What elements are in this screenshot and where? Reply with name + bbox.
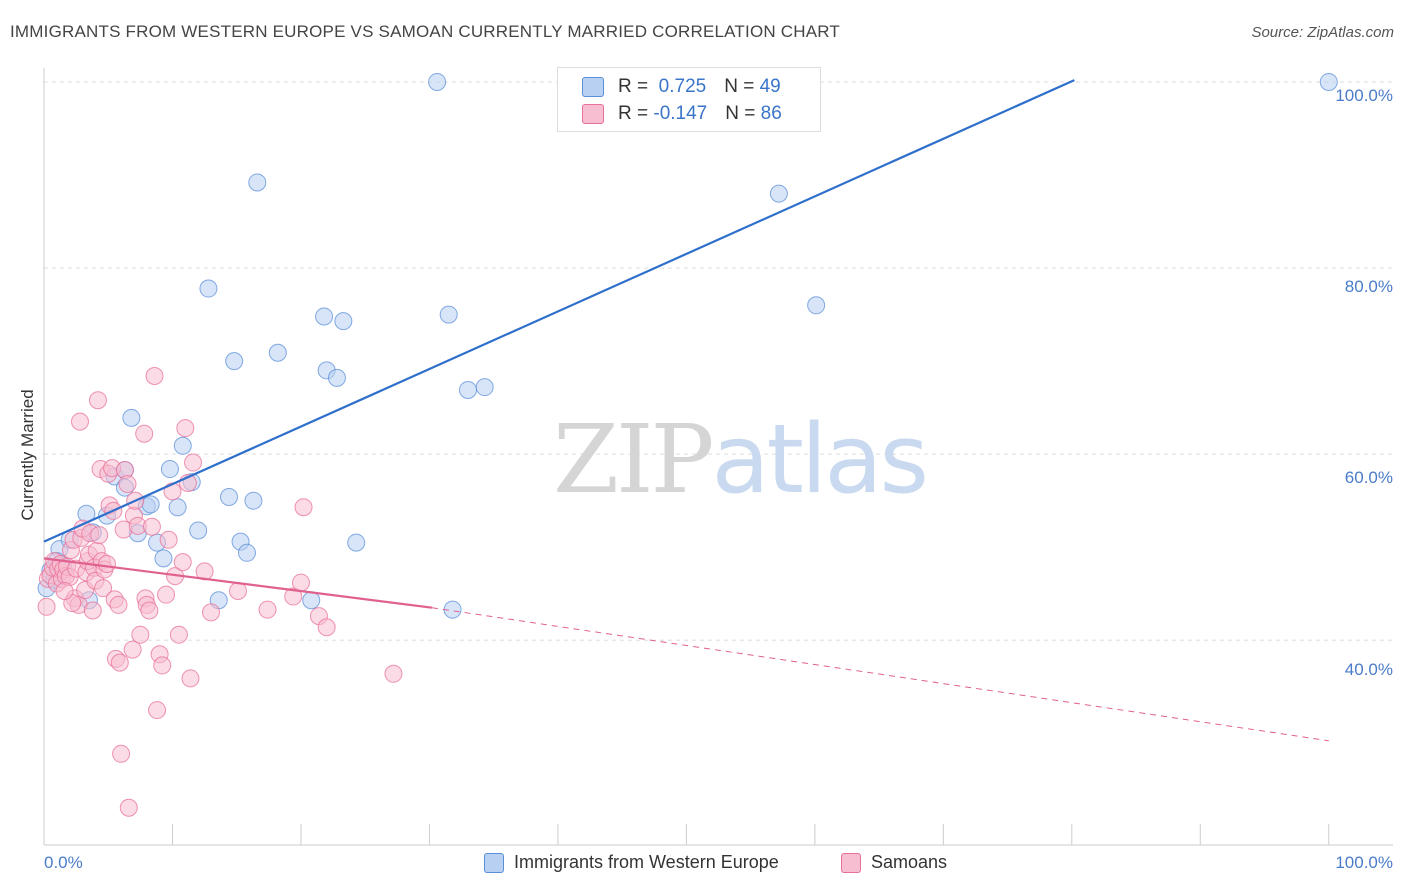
y-tick-label-40: 40.0%: [1344, 660, 1393, 679]
pink-point: [294, 498, 313, 517]
blue-point: [475, 378, 494, 397]
pink-trend-line-dashed: [431, 607, 1329, 742]
legend-item-samoans: Samoans: [841, 852, 947, 873]
blue-point: [428, 72, 447, 91]
watermark: ZIPatlas: [553, 405, 929, 515]
blue-point: [807, 296, 826, 315]
correlation-legend: R = 0.725 N = 49 R = -0.147 N = 86: [557, 67, 821, 132]
pink-point: [112, 744, 131, 763]
blue-point: [458, 380, 477, 399]
pink-point: [148, 701, 167, 720]
pink-point: [258, 600, 277, 619]
y-tick-label-60: 60.0%: [1344, 468, 1393, 487]
pink-point: [317, 618, 336, 637]
blue-point: [168, 498, 187, 517]
legend-label: Samoans: [871, 852, 948, 872]
legend-item-western-europe: Immigrants from Western Europe: [484, 852, 779, 873]
pink-point: [169, 625, 188, 644]
pink-point: [384, 664, 403, 683]
blue-point: [199, 279, 218, 298]
blue-point: [225, 352, 244, 371]
blue-point: [439, 305, 458, 324]
pink-point: [140, 601, 159, 620]
legend-row-blue: R = 0.725 N = 49: [582, 76, 781, 98]
blue-point: [248, 173, 267, 192]
blue-point: [334, 312, 353, 331]
source-label: Source: ZipAtlas.com: [1251, 24, 1394, 41]
pink-point: [291, 573, 310, 592]
pink-point: [176, 419, 195, 438]
blue-trend-line: [43, 79, 1075, 543]
pink-point: [70, 412, 89, 431]
blue-point: [237, 543, 256, 562]
chart-title: IMMIGRANTS FROM WESTERN EUROPE VS SAMOAN…: [10, 22, 841, 41]
blue-point: [268, 343, 287, 362]
pink-point: [37, 597, 56, 616]
pink-trend-line: [43, 557, 433, 609]
n-value: 86: [760, 103, 782, 124]
pink-point: [55, 581, 74, 600]
y-tick-label-80: 80.0%: [1344, 277, 1393, 296]
pink-point: [181, 669, 200, 688]
pink-point: [90, 526, 109, 545]
pink-point: [195, 562, 214, 581]
legend-swatch-pink: [582, 104, 604, 124]
y-tick-label-100: 100.0%: [1335, 86, 1393, 105]
x-tick-label-0: 0.0%: [44, 853, 83, 872]
pink-point: [159, 530, 178, 549]
pink-point: [163, 482, 182, 501]
legend-label: Immigrants from Western Europe: [514, 852, 779, 872]
blue-point: [302, 591, 321, 610]
legend-swatch-blue: [582, 77, 604, 97]
pink-point: [88, 391, 107, 410]
n-label: N =: [725, 103, 761, 124]
pink-point: [94, 579, 113, 598]
legend-swatch-blue: [484, 852, 504, 873]
pink-point: [135, 424, 154, 443]
blue-point: [327, 368, 346, 387]
legend-swatch-pink: [841, 852, 861, 873]
blue-point: [122, 408, 141, 427]
pink-point: [118, 474, 137, 493]
pink-point: [284, 587, 303, 606]
r-value: -0.147: [653, 103, 708, 124]
r-label: R =: [618, 76, 654, 97]
pink-point: [157, 585, 176, 604]
blue-point: [220, 487, 239, 506]
legend-row-pink: R = -0.147 N = 86: [582, 103, 782, 125]
blue-point: [173, 436, 192, 455]
blue-point: [1319, 72, 1338, 91]
blue-point: [154, 549, 173, 568]
r-label: R =: [618, 103, 654, 124]
pink-point: [109, 595, 128, 614]
n-value: 49: [759, 76, 781, 97]
blue-point: [244, 491, 263, 510]
x-tick-label-100: 100.0%: [1335, 853, 1393, 872]
pink-point: [145, 367, 164, 386]
pink-point: [184, 453, 203, 472]
y-axis-label: Currently Married: [18, 389, 37, 521]
pink-point: [97, 554, 116, 573]
blue-point: [141, 495, 160, 514]
watermark-zip: ZIP: [553, 405, 714, 515]
r-value: 0.725: [653, 76, 707, 97]
blue-point: [769, 184, 788, 203]
n-label: N =: [724, 76, 760, 97]
pink-point: [153, 656, 172, 675]
pink-point: [119, 798, 138, 817]
blue-point: [347, 533, 366, 552]
watermark-atlas: atlas: [711, 405, 929, 515]
blue-point: [315, 307, 334, 326]
pink-point: [228, 581, 247, 600]
pink-point: [123, 640, 142, 659]
blue-point: [160, 460, 179, 479]
pink-point: [131, 625, 150, 644]
pink-point: [83, 601, 102, 620]
pink-point: [142, 517, 161, 536]
pink-point: [202, 603, 221, 622]
pink-point: [110, 653, 129, 672]
blue-point: [189, 521, 208, 540]
pink-point: [173, 553, 192, 572]
